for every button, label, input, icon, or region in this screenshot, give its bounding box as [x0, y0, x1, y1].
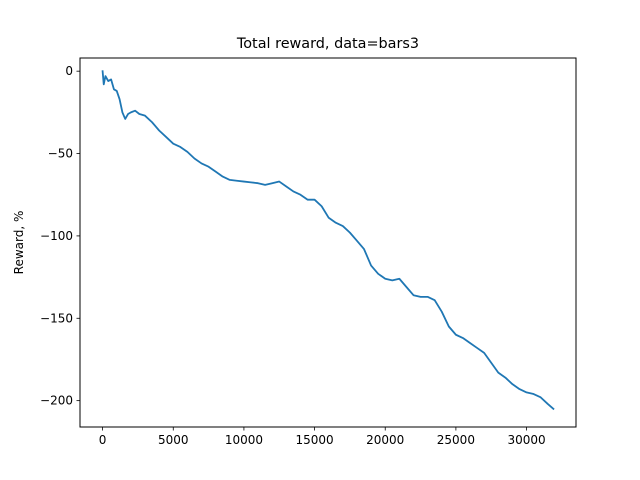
chart-title: Total reward, data=bars3 [236, 36, 419, 52]
y-tick-label: −50 [48, 147, 73, 161]
series-line-0 [101, 70, 555, 411]
x-tick-label: 25000 [437, 433, 475, 447]
plot-area [101, 70, 555, 411]
y-tick-label: 0 [65, 64, 73, 78]
x-tick-label: 5000 [158, 433, 189, 447]
x-tick-label: 15000 [295, 433, 333, 447]
x-axis-ticks: 0 5000 10000 15000 20000 25000 30000 [99, 427, 546, 447]
x-tick-label: 30000 [507, 433, 545, 447]
axes-frame [79, 57, 577, 428]
x-tick-label: 20000 [366, 433, 404, 447]
y-tick-label: −100 [40, 229, 73, 243]
x-tick-label: 0 [99, 433, 107, 447]
y-axis-ticks: 0 −50 −100 −150 −200 [40, 64, 80, 408]
y-tick-label: −200 [40, 394, 73, 408]
x-tick-label: 10000 [225, 433, 263, 447]
y-axis-label: Reward, % [12, 211, 26, 275]
y-tick-label: −150 [40, 311, 73, 325]
